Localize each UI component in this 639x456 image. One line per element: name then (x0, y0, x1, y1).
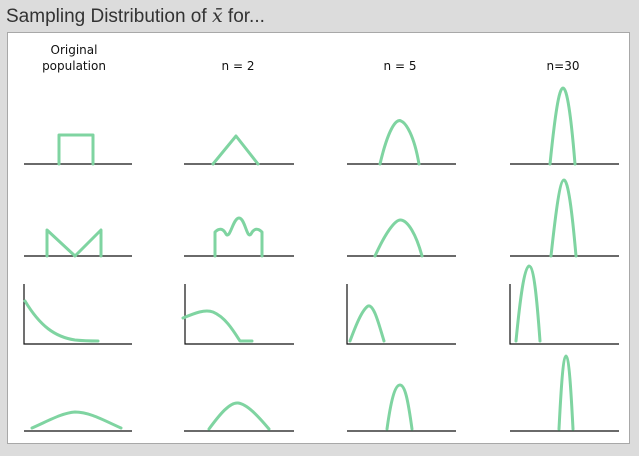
row-normal (24, 354, 619, 432)
row-exponential (23, 264, 619, 345)
panel-title: Sampling Distribution of x̄ for... (6, 3, 265, 30)
bell-curve (207, 401, 271, 431)
xy-axis (23, 284, 132, 345)
bumpy-curve (213, 216, 264, 258)
column-header-line2: population (42, 59, 106, 73)
diagram-frame (7, 32, 630, 444)
v-shape-curve (45, 228, 103, 258)
bell-curve (373, 218, 424, 258)
column-header-n30: n=30 (503, 58, 623, 74)
column-header-n2: n = 2 (178, 58, 298, 74)
row-uniform (24, 86, 619, 166)
right-skewed-curve (181, 309, 254, 343)
column-header-n5: n = 5 (340, 58, 460, 74)
uniform-rectangle-curve (57, 133, 95, 166)
column-header-line2: n = 5 (383, 59, 417, 73)
decay-curve (23, 299, 100, 343)
row-u-shaped (24, 178, 619, 258)
title-suffix: for... (222, 6, 265, 27)
wide-bell-curve (30, 410, 123, 430)
narrow-bell-curve (514, 264, 542, 343)
column-header-line2: n=30 (546, 59, 580, 73)
narrow-bell-curve (385, 383, 414, 431)
xy-axis (346, 284, 456, 345)
column-header-line1: Original (50, 43, 98, 57)
column-header-line2: n = 2 (221, 59, 255, 73)
bell-curve (378, 119, 421, 166)
title-xbar-symbol: x̄ (211, 5, 223, 27)
column-header-original: Original population (14, 42, 134, 74)
narrow-bell-curve (548, 86, 577, 166)
xy-axis (509, 284, 619, 345)
narrow-bell-curve (549, 178, 578, 258)
xy-axis (184, 284, 294, 345)
narrow-bell-curve (557, 354, 575, 431)
right-skewed-curve (348, 304, 386, 343)
title-prefix: Sampling Distribution of (6, 6, 212, 27)
triangle-curve (211, 134, 260, 166)
